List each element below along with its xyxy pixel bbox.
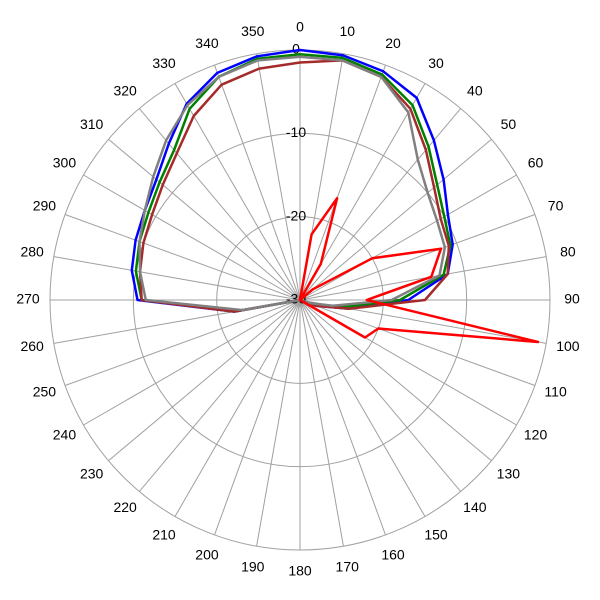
angle-label: 210 (152, 526, 176, 542)
angle-label: 260 (20, 338, 44, 354)
spoke (64, 214, 301, 301)
angle-label: 310 (80, 116, 104, 132)
angle-label: 60 (528, 155, 544, 171)
angle-label: 320 (113, 82, 137, 98)
spoke (214, 299, 301, 536)
angle-label: 300 (53, 155, 77, 171)
spoke (299, 299, 344, 547)
angle-label: 340 (195, 35, 219, 51)
angle-label: 350 (241, 23, 265, 39)
angle-label: 150 (424, 526, 448, 542)
spoke (299, 138, 492, 301)
angle-label: 130 (497, 466, 521, 482)
spoke (299, 299, 462, 492)
angle-label: 330 (152, 55, 176, 71)
angle-label: 160 (381, 546, 405, 562)
angle-label: 230 (80, 466, 104, 482)
angle-label: 100 (556, 338, 580, 354)
angle-label: 180 (288, 563, 312, 579)
spoke (53, 256, 301, 301)
series-line (130, 48, 454, 313)
angle-label: 280 (20, 243, 44, 259)
spoke (299, 256, 547, 301)
spoke (299, 64, 386, 301)
spoke (174, 83, 301, 301)
angle-label: 120 (524, 427, 548, 443)
angle-label: 270 (16, 291, 40, 307)
spoke (83, 299, 301, 426)
spoke (64, 299, 301, 386)
spoke (214, 64, 301, 301)
angle-label: 40 (467, 82, 483, 98)
spoke (108, 299, 301, 462)
spoke (299, 299, 386, 536)
angle-label: 20 (385, 35, 401, 51)
angle-label: 0 (296, 19, 304, 35)
series-line (138, 59, 451, 313)
angle-label: 70 (548, 198, 564, 214)
angle-label: 110 (544, 384, 567, 400)
angle-label: 190 (241, 559, 265, 575)
angle-label: 250 (33, 384, 57, 400)
spoke (174, 299, 301, 517)
spoke (299, 214, 536, 301)
spoke (256, 53, 301, 301)
spoke (256, 299, 301, 547)
spoke (299, 174, 517, 301)
angle-label: 10 (339, 23, 355, 39)
angle-label: 80 (560, 243, 576, 259)
r-tick-label: -20 (286, 207, 306, 223)
angle-label: 30 (428, 55, 444, 71)
r-tick-label: -10 (286, 124, 306, 140)
angle-label: 290 (33, 198, 57, 214)
series-line (298, 196, 540, 344)
angle-label: 220 (113, 499, 137, 515)
spoke (108, 138, 301, 301)
angle-label: 170 (336, 559, 360, 575)
angle-label: 200 (195, 546, 219, 562)
series-line (134, 52, 452, 313)
r-tick-label: 0 (292, 41, 300, 57)
spoke (83, 174, 301, 301)
angle-label: 240 (53, 427, 77, 443)
angle-label: 90 (564, 291, 580, 307)
spoke (299, 299, 426, 517)
spoke (138, 299, 301, 492)
spoke (299, 299, 492, 462)
angle-label: 140 (463, 499, 487, 515)
spoke (299, 299, 536, 386)
grid-circle (132, 132, 468, 468)
angle-label: 50 (501, 116, 517, 132)
